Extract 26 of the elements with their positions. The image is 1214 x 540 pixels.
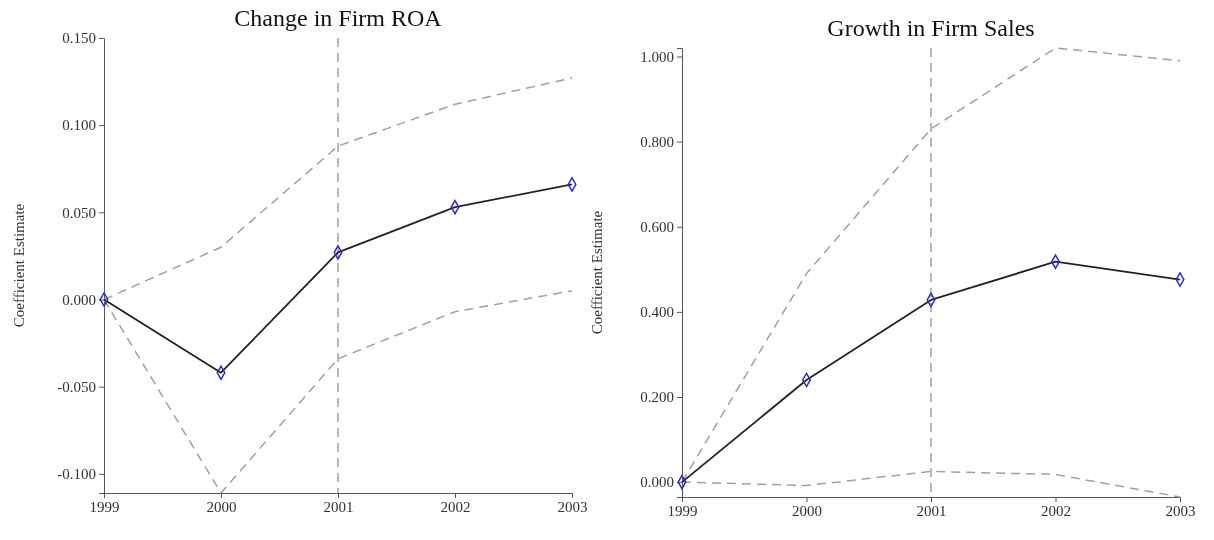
y-tick-label: 0.050: [62, 204, 96, 221]
y-tick-label: 0.600: [640, 219, 674, 236]
x-tick-label: 1999: [667, 502, 698, 519]
y-tick-label: -0.100: [57, 466, 96, 483]
x-tick-label: 2000: [206, 498, 237, 515]
y-tick-label: 0.100: [62, 117, 96, 134]
chart-title: Change in Firm ROA: [234, 5, 443, 31]
x-tick-label: 2003: [1165, 502, 1196, 519]
x-tick-label: 2000: [792, 502, 822, 519]
y-tick-label: 0.000: [62, 291, 96, 308]
y-tick-label: 0.200: [640, 389, 674, 406]
y-tick-label: 1.000: [640, 48, 674, 65]
y-axis-title: Coefficient Estimate: [11, 203, 27, 328]
y-tick-label: 0.150: [62, 30, 96, 47]
x-tick-label: 1999: [89, 498, 120, 515]
x-tick-label: 2001: [916, 502, 947, 519]
y-tick-label: -0.050: [57, 378, 96, 395]
chart-title: Growth in Firm Sales: [827, 15, 1035, 41]
y-tick-label: 0.800: [640, 133, 674, 150]
x-tick-label: 2002: [1041, 502, 1071, 519]
y-tick-label: 0.000: [640, 474, 674, 491]
y-tick-label: 0.400: [640, 304, 674, 321]
x-tick-label: 2001: [323, 498, 354, 515]
x-tick-label: 2002: [440, 498, 471, 515]
x-tick-label: 2003: [557, 498, 588, 515]
y-axis-title: Coefficient Estimate: [589, 210, 605, 335]
